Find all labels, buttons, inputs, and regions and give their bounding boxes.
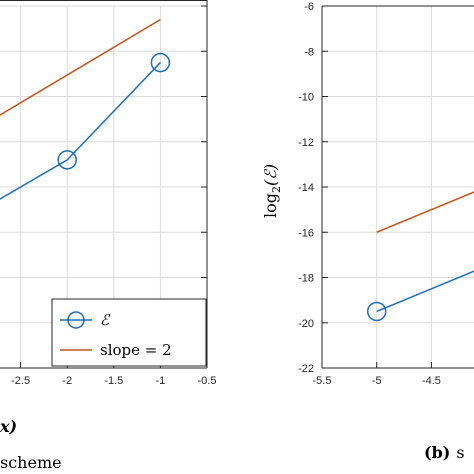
right-y-axis-label-arg: (ℰ)	[261, 164, 280, 186]
right-y-axis-label-base: 2	[270, 186, 283, 193]
legend-error-label: ℰ	[100, 311, 111, 329]
right-series-layer	[366, 191, 474, 322]
right-y-tick-label: -16	[298, 227, 314, 239]
right-y-tick-label: -20	[298, 318, 314, 330]
legend-error-marker	[67, 311, 85, 329]
right-x-tick-label: -5.5	[313, 375, 332, 387]
right-x-tick-label: -4.5	[422, 375, 441, 387]
left-x-tick-label: -2.5	[11, 375, 30, 387]
right-caption-text: s	[456, 443, 464, 462]
right-y-tick-label: -10	[298, 92, 314, 104]
legend: ℰ slope = 2	[51, 298, 207, 367]
right-caption-bold: (b)	[424, 443, 450, 462]
left-error-point-marker	[150, 52, 171, 73]
left-x-axis-label: x)	[0, 417, 17, 436]
right-y-tick-label: -22	[298, 363, 314, 375]
left-error-point-marker	[57, 150, 77, 170]
right-chart-panel: -6-8-10-12-14-16-18-20-22 -5.5-5-4.5-4 l…	[261, 1, 474, 462]
left-series-line-error	[0, 62, 161, 200]
right-y-tick-labels: -6 -8 -10 -12 -14 -16 -18 -20 -22	[298, 1, 314, 375]
left-chart-panel: -2.5 -2 -1.5 -1 -0.5 ℰ slope = 2 x) scheme	[0, 0, 216, 472]
right-series-line-slope	[376, 191, 474, 233]
right-x-tick-labels: -5.5-5-4.5-4	[313, 375, 441, 387]
left-x-tick-labels: -2.5 -2 -1.5 -1 -0.5	[11, 375, 216, 387]
right-x-tick-label: -5	[372, 375, 382, 387]
left-x-tick-label: -1	[156, 375, 166, 387]
left-series-line-slope	[0, 18, 161, 116]
right-series-line-error	[376, 270, 474, 313]
right-y-tick-label: -12	[298, 137, 314, 149]
legend-box	[51, 298, 207, 367]
left-series-layer	[0, 18, 171, 200]
right-y-axis-label: log2(ℰ)	[261, 164, 283, 218]
right-y-tick-label: -18	[298, 273, 314, 285]
right-y-tick-label: -14	[298, 182, 314, 194]
left-caption: scheme	[0, 453, 62, 472]
left-x-tick-label: -0.5	[198, 375, 217, 387]
left-x-tick-label: -2	[62, 375, 72, 387]
left-x-tick-label: -1.5	[104, 375, 123, 387]
right-y-tick-label: -8	[304, 46, 314, 58]
right-caption: (b) s	[424, 443, 465, 462]
legend-slope-label: slope = 2	[100, 341, 172, 359]
right-y-tick-label: -6	[304, 1, 314, 13]
right-y-axis-label-log: log	[261, 193, 280, 218]
right-error-point-marker	[366, 301, 387, 322]
